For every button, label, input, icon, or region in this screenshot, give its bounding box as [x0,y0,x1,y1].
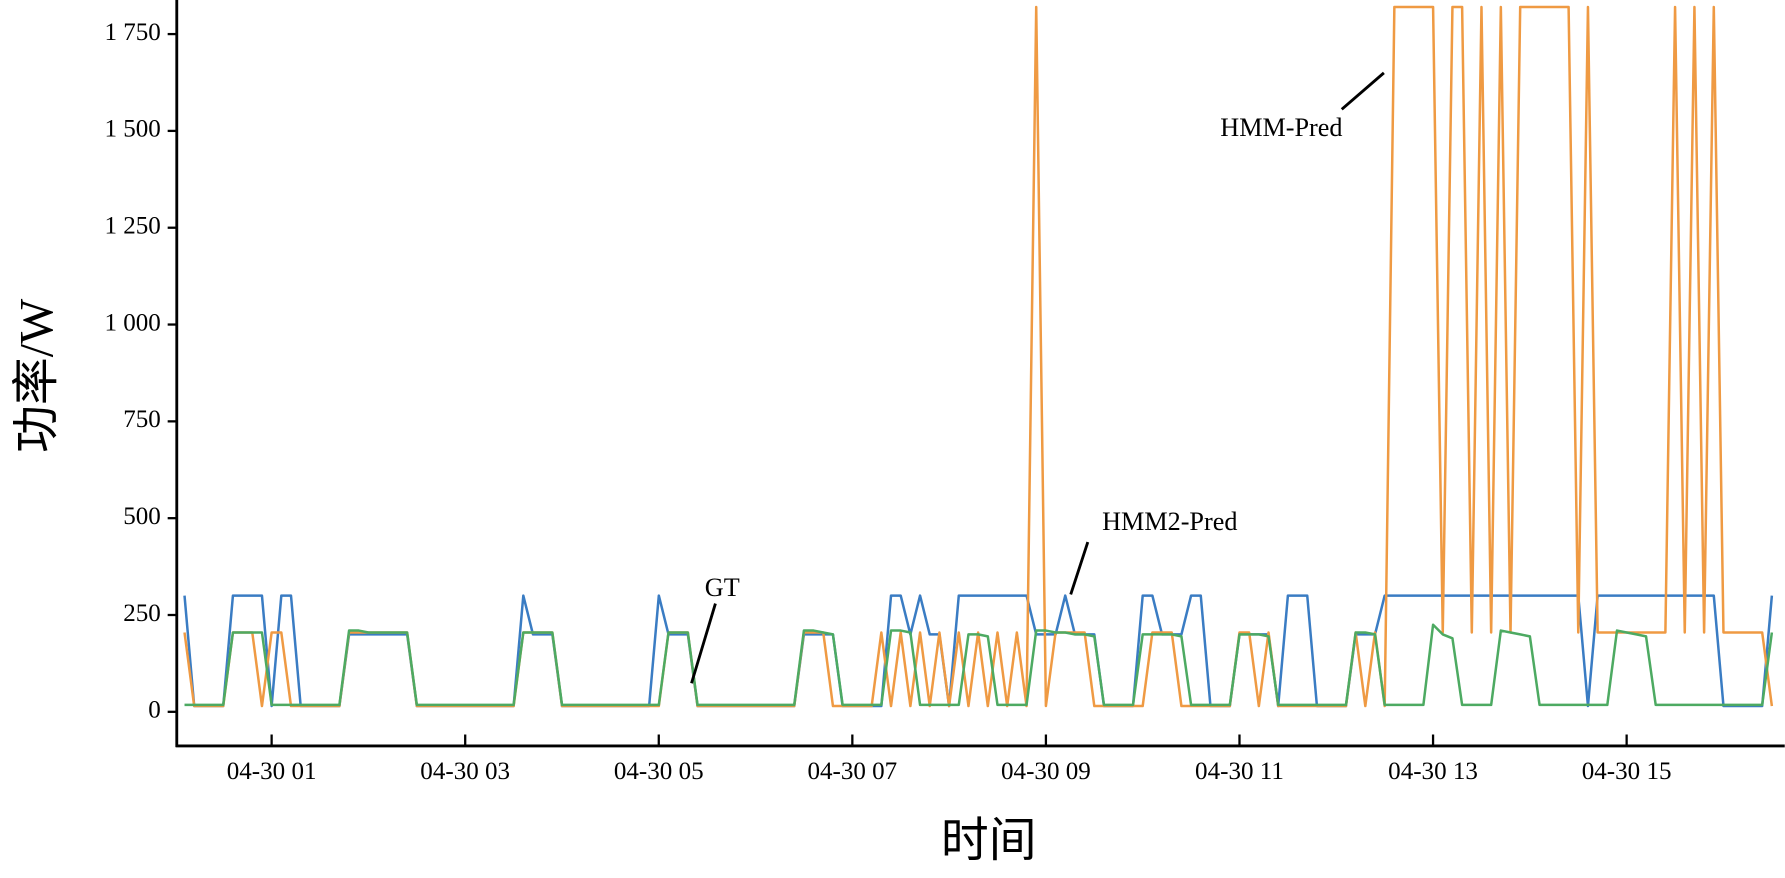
x-tick-label: 04-30 13 [1388,758,1478,785]
y-tick-label: 500 [123,503,161,530]
series-label: HMM-Pred [1220,113,1342,142]
y-tick-label: 1 250 [104,212,160,239]
x-tick-label: 04-30 11 [1195,758,1284,785]
y-axis-title: 功率/W [11,298,64,453]
series-line [183,594,1774,708]
x-tick-label: 04-30 09 [1001,758,1091,785]
x-tick-label: 04-30 03 [420,758,510,785]
series-label: HMM2-Pred [1102,507,1237,536]
y-tick-label: 1 750 [104,19,160,46]
leader-line [690,603,717,684]
x-axis-title: 时间 [941,814,1037,867]
leader-line [1340,71,1385,111]
series-line [183,5,1774,708]
x-tick-label: 04-30 05 [614,758,704,785]
y-tick-label: 0 [148,697,161,724]
y-tick-label: 750 [123,406,161,433]
series-line [184,623,1774,707]
series-label: GT [705,573,740,602]
x-tick-label: 04-30 15 [1582,758,1672,785]
x-tick-label: 04-30 01 [227,758,317,785]
x-tick-label: 04-30 07 [807,758,897,785]
y-tick-label: 1 000 [104,309,160,336]
y-tick-label: 250 [123,600,161,627]
leader-line [1069,541,1090,595]
y-tick-label: 1 500 [104,116,160,143]
